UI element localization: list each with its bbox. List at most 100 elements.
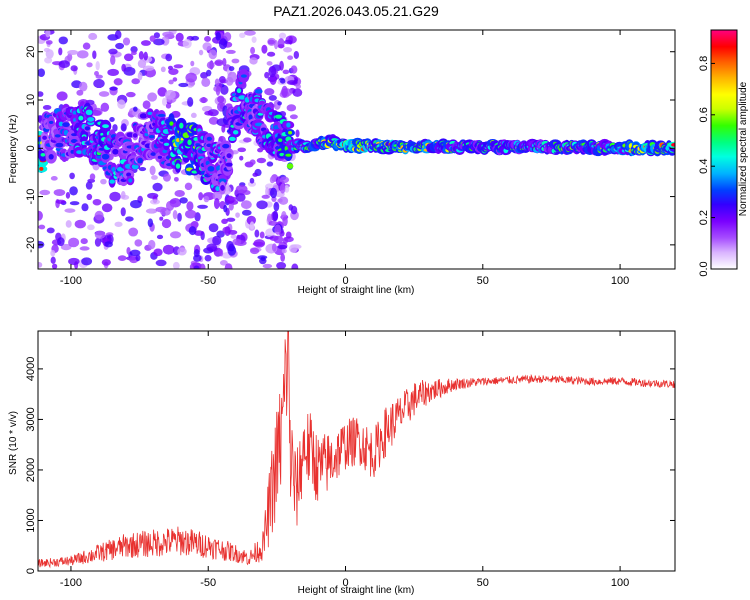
spectrogram-noise-blob — [100, 102, 110, 112]
spectrogram-noise-blob — [244, 30, 256, 36]
spectrogram-noise-blob — [98, 91, 110, 97]
spectrogram-noise-blob — [173, 176, 179, 182]
spectrogram-ridge-core — [58, 121, 64, 127]
spectrogram-noise-blob — [203, 195, 210, 203]
spectrogram-ridge-core — [62, 122, 70, 128]
spectrogram-noise-blob — [82, 42, 91, 50]
spectrogram-noise-blob — [135, 254, 141, 262]
snr-series-line — [38, 331, 675, 569]
spectrogram-streak-blob — [227, 229, 238, 235]
spectrogram-ridge-core — [87, 117, 95, 122]
spectrogram-noise-blob — [174, 190, 185, 197]
spectrogram-noise-blob — [295, 84, 301, 89]
spectrogram-ridge-core — [40, 152, 46, 157]
spectrogram-noise-blob — [130, 199, 142, 209]
spectrogram-noise-blob — [151, 175, 158, 180]
spectrogram-noise-blob — [208, 116, 219, 125]
spectrogram-ridge-core — [78, 115, 84, 121]
spectrogram-noise-blob — [164, 89, 176, 100]
spectrogram-streak-blob — [277, 244, 288, 250]
spectrogram-noise-blob — [152, 182, 163, 192]
spectrogram-noise-blob — [162, 244, 175, 255]
spectrogram-noise-blob — [55, 199, 66, 204]
spectrogram-noise-blob — [201, 77, 211, 88]
spectrogram-noise-blob — [86, 193, 93, 201]
spectrogram-noise-blob — [38, 262, 43, 268]
spectrogram-noise-blob — [142, 100, 151, 110]
spectrogram-noise-blob — [260, 256, 266, 262]
spectrogram-ridge-core — [132, 133, 138, 138]
spectrogram-streak-blob — [277, 44, 285, 49]
spectrogram-noise-blob — [276, 261, 287, 269]
spectrogram-noise-blob — [246, 215, 256, 225]
spectrogram-noise-blob — [138, 51, 144, 60]
spectrogram-noise-blob — [256, 200, 268, 210]
spectrogram-noise-blob — [78, 81, 88, 92]
spectrogram-noise-blob — [149, 35, 156, 42]
spectrogram-ridge-core — [102, 124, 109, 129]
spectrogram-noise-blob — [204, 36, 212, 42]
spectrogram-streak-blob — [228, 202, 234, 211]
spectrogram-noise-blob — [206, 61, 215, 69]
spectrogram-streak-blob — [282, 216, 288, 227]
spectrogram-streak-blob — [227, 196, 237, 201]
spectrogram-noise-blob — [266, 161, 274, 167]
spectrogram-ridge-core — [162, 149, 168, 154]
spectrogram-noise-blob — [87, 224, 95, 231]
spectrogram-noise-blob — [186, 201, 194, 211]
spectrogram-noise-blob — [249, 57, 258, 65]
spectrogram-noise-blob — [172, 77, 178, 82]
spectrogram-y-tick-label: 20 — [25, 46, 37, 58]
spectrogram-noise-blob — [197, 204, 208, 209]
spectrogram-noise-blob — [264, 71, 270, 79]
spectrogram-noise-blob — [157, 87, 167, 97]
spectrogram-noise-blob — [67, 49, 79, 55]
spectrogram-streak-blob — [214, 78, 220, 87]
spectrogram-y-tick-label: -10 — [25, 189, 37, 205]
spectrogram-noise-blob — [70, 65, 78, 72]
spectrogram-ridge-core — [206, 136, 212, 141]
snr-x-tick-label: 100 — [611, 577, 629, 589]
spectrogram-streak-blob — [225, 76, 234, 86]
spectrogram-streak-blob — [268, 95, 277, 101]
spectrogram-noise-blob — [125, 216, 134, 222]
spectrogram-noise-blob — [184, 182, 193, 191]
spectrogram-ridge-core — [248, 114, 253, 121]
spectrogram-noise-blob — [69, 172, 75, 180]
spectrogram-noise-blob — [187, 97, 194, 107]
spectrogram-noise-blob — [285, 231, 292, 239]
spectrogram-ridge-core — [137, 157, 143, 164]
spectrogram-noise-blob — [94, 230, 106, 239]
spectrogram-ridge-core — [55, 142, 64, 148]
spectrogram-ridge-core — [215, 186, 220, 192]
spectrogram-noise-blob — [251, 36, 257, 43]
spectrogram-streak-blob — [226, 217, 236, 222]
spectrogram-streak-blob — [213, 198, 220, 210]
spectrogram-noise-blob — [264, 88, 275, 96]
colorbar-tick-label: 0.8 — [698, 56, 710, 71]
spectrogram-ridge-core — [42, 135, 47, 140]
spectrogram-noise-blob — [265, 186, 270, 197]
spectrogram-noise-blob — [101, 259, 111, 266]
snr-panel: -100 -50 0 50 100 0 1000 2000 3000 4000 Height o… — [8, 330, 676, 596]
spectrogram-noise-blob — [165, 53, 173, 62]
spectrogram-streak-blob — [281, 85, 288, 98]
spectrogram-noise-blob — [279, 60, 284, 71]
snr-y-tick-label: 4000 — [25, 357, 37, 381]
spectrogram-noise-blob — [198, 49, 204, 56]
spectrogram-noise-blob — [182, 38, 192, 49]
spectrogram-noise-blob — [60, 243, 72, 251]
spectrogram-noise-blob — [109, 117, 115, 122]
spectrogram-ridge-core — [220, 185, 225, 191]
spectrogram-noise-blob — [65, 220, 72, 228]
spectrogram-noise-blob — [247, 181, 257, 187]
spectrogram-noise-blob — [288, 244, 298, 253]
spectrogram-ridge-core — [207, 166, 215, 172]
spectrogram-streak-blob — [273, 235, 284, 244]
spectrogram-noise-blob — [155, 206, 167, 213]
spectrogram-noise-blob — [190, 60, 195, 67]
spectrogram-noise-blob — [81, 257, 93, 266]
spectrogram-ridge-core — [147, 111, 153, 116]
spectrogram-noise-blob — [44, 57, 53, 64]
spectrogram-noise-blob — [169, 231, 182, 239]
